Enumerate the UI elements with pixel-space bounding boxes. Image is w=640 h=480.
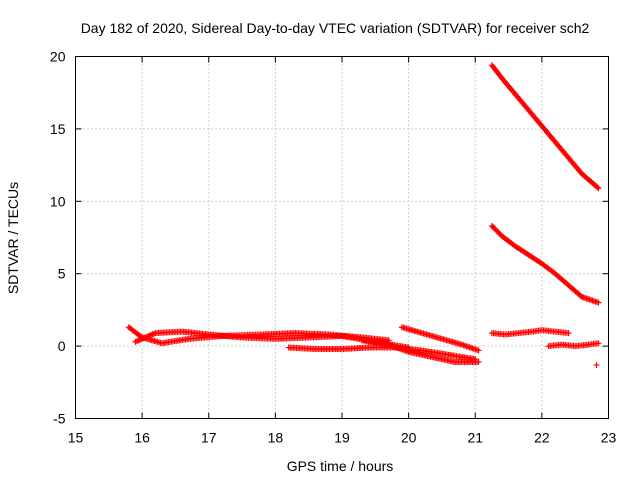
y-tick-label: 15 [50,121,66,137]
y-tick-label: 20 [50,49,66,65]
series-track-d [358,337,482,366]
data-point-marker [475,347,482,354]
grid [75,56,609,419]
data-point-marker [595,185,602,192]
series-track-e [398,324,482,354]
x-tick-label: 17 [201,430,217,446]
data-point-marker [593,361,600,368]
series-track-g [488,222,602,306]
x-tick-label: 19 [334,430,350,446]
y-tick-label: -5 [53,411,66,427]
data-series [125,62,602,368]
y-tick-label: 5 [58,266,66,282]
x-tick-label: 23 [601,430,617,446]
series-track-f [488,62,602,192]
x-tick-label: 21 [467,430,483,446]
y-axis-label: SDTVAR / TECUs [5,182,21,294]
data-point-marker [594,184,601,191]
series-track-h [488,327,572,338]
series-track-i [545,340,602,350]
y-tick-label: 10 [50,193,66,209]
x-tick-label: 22 [534,430,550,446]
data-point-marker [565,330,572,337]
y-tick-label: 0 [58,338,66,354]
data-point-marker [595,299,602,306]
x-tick-label: 20 [401,430,417,446]
axis-ticks: 15 16 17 18 19 20 21 22 23 -5 0 5 10 15 20 [50,49,617,446]
chart-title: Day 182 of 2020, Sidereal Day-to-day VTE… [81,20,590,36]
data-point-marker [475,359,482,366]
x-axis-label: GPS time / hours [287,458,394,474]
x-tick-label: 15 [68,430,84,446]
x-tick-label: 16 [134,430,150,446]
series-track-j [593,361,600,368]
data-point-marker [595,340,602,347]
x-tick-label: 18 [268,430,284,446]
